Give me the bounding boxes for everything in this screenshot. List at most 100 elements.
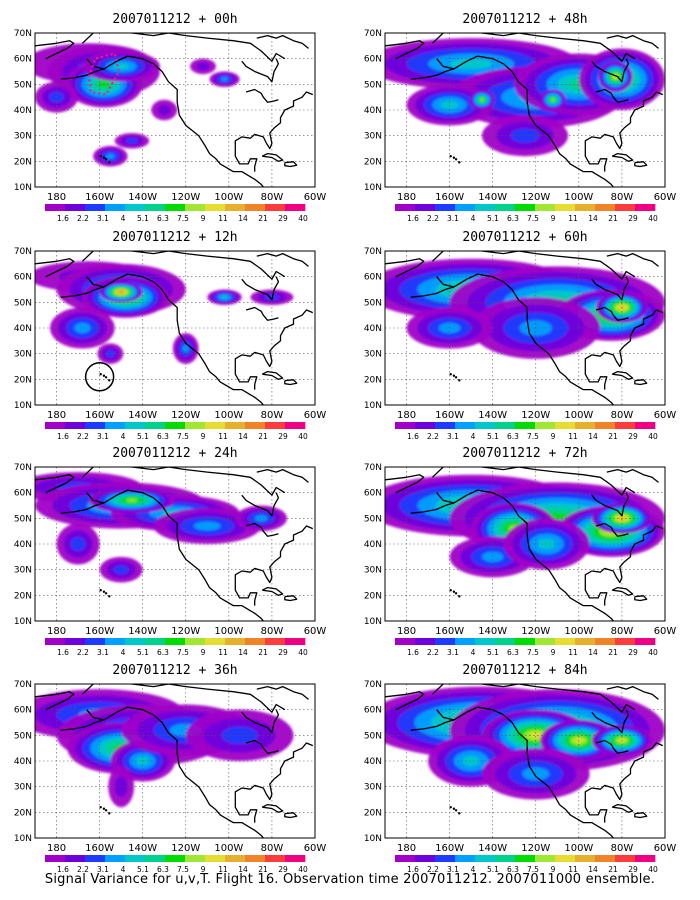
colorbar-swatch <box>245 204 266 211</box>
colorbar-swatch <box>395 638 416 645</box>
colorbar-label: 3.1 <box>97 214 109 223</box>
colorbar-swatch <box>455 855 476 862</box>
colorbar-label: 11 <box>568 648 578 657</box>
colorbar-swatch <box>435 422 456 429</box>
colorbar-label: 5.1 <box>137 648 149 657</box>
lon-tick-label: 100W <box>564 410 593 421</box>
lon-tick-label: 140W <box>478 843 507 854</box>
colorbar-label: 21 <box>608 214 618 223</box>
lat-tick-label: 20N <box>364 808 382 818</box>
lat-tick-label: 10N <box>14 834 32 844</box>
colorbar-label: 1.6 <box>407 432 419 441</box>
colorbar-swatch <box>615 422 636 429</box>
lon-tick-label: 120W <box>171 626 200 637</box>
lat-tick-label: 30N <box>364 783 382 793</box>
lon-tick-label: 180 <box>47 192 66 203</box>
lon-tick-label: 120W <box>521 843 550 854</box>
map-frame <box>384 32 666 188</box>
colorbar-label: 14 <box>238 432 248 441</box>
lon-tick-label: 60W <box>304 626 327 637</box>
lon-tick-label: 140W <box>128 626 157 637</box>
lat-tick-label: 70N <box>364 680 382 690</box>
colorbar: 1.6 2.2 3.1 4 5.1 6.3 7.5 9 11 14 21 29 40 <box>395 855 658 874</box>
lon-tick-label: 60W <box>304 410 327 421</box>
colorbar-label: 1.6 <box>407 865 419 874</box>
colorbar-label: 3.1 <box>447 432 459 441</box>
map-frame <box>34 683 316 839</box>
colorbar: 1.6 2.2 3.1 4 5.1 6.3 7.5 9 11 14 21 29 40 <box>45 855 308 874</box>
colorbar-label: 2.2 <box>77 865 89 874</box>
lat-tick-label: 40N <box>364 324 382 334</box>
colorbar-swatch <box>165 638 186 645</box>
colorbar-label: 40 <box>298 648 308 657</box>
colorbar: 1.6 2.2 3.1 4 5.1 6.3 7.5 9 11 14 21 29 40 <box>45 204 308 223</box>
coastlines <box>385 33 664 187</box>
lat-tick-label: 20N <box>14 808 32 818</box>
lon-tick-label: 160W <box>85 843 114 854</box>
variance-field <box>35 472 287 583</box>
colorbar-swatch <box>475 422 496 429</box>
colorbar-label: 3.1 <box>97 865 109 874</box>
colorbar-swatch <box>515 204 536 211</box>
map-frame <box>384 250 666 406</box>
colorbar-swatch <box>65 855 86 862</box>
colorbar-swatch <box>395 855 416 862</box>
colorbar-label: 29 <box>628 432 638 441</box>
colorbar: 1.6 2.2 3.1 4 5.1 6.3 7.5 9 11 14 21 29 40 <box>45 422 308 441</box>
colorbar: 1.6 2.2 3.1 4 5.1 6.3 7.5 9 11 14 21 29 40 <box>395 422 658 441</box>
colorbar-label: 40 <box>298 865 308 874</box>
map-frame <box>34 250 316 406</box>
lon-tick-label: 60W <box>304 192 327 203</box>
lon-tick-label: 100W <box>564 192 593 203</box>
map-frame <box>34 32 316 188</box>
lat-tick-label: 60N <box>14 55 32 65</box>
lat-tick-label: 60N <box>364 273 382 283</box>
grid-lines <box>385 467 665 621</box>
lat-tick-label: 30N <box>14 132 32 142</box>
colorbar-swatch <box>185 422 206 429</box>
coastlines <box>385 251 664 405</box>
map-frame <box>384 466 666 622</box>
colorbar-label: 5.1 <box>137 865 149 874</box>
lat-tick-label: 20N <box>364 375 382 385</box>
colorbar-swatch <box>265 422 286 429</box>
colorbar-swatch <box>245 638 266 645</box>
colorbar-label: 5.1 <box>487 865 499 874</box>
lat-tick-label: 20N <box>364 157 382 167</box>
colorbar-swatch <box>595 855 616 862</box>
colorbar-swatch <box>185 638 206 645</box>
colorbar: 1.6 2.2 3.1 4 5.1 6.3 7.5 9 11 14 21 29 40 <box>45 638 308 657</box>
lat-tick-label: 60N <box>364 489 382 499</box>
lon-tick-label: 60W <box>654 843 677 854</box>
colorbar-label: 6.3 <box>157 432 169 441</box>
lon-tick-label: 80W <box>611 192 634 203</box>
colorbar-label: 21 <box>608 648 618 657</box>
lat-tick-label: 10N <box>14 401 32 411</box>
lon-tick-label: 180 <box>397 626 416 637</box>
colorbar-label: 11 <box>218 214 228 223</box>
colorbar-label: 2.2 <box>427 648 439 657</box>
panel-title: 2007011212 + 60h <box>462 230 587 245</box>
colorbar-label: 21 <box>608 432 618 441</box>
colorbar-label: 5.1 <box>137 432 149 441</box>
colorbar-label: 9 <box>551 214 556 223</box>
lon-tick-label: 80W <box>611 843 634 854</box>
lon-tick-label: 160W <box>85 410 114 421</box>
colorbar-swatch <box>535 638 556 645</box>
colorbar-swatch <box>615 204 636 211</box>
lat-tick-label: 70N <box>364 247 382 257</box>
colorbar-label: 1.6 <box>57 432 69 441</box>
colorbar-swatch <box>165 855 186 862</box>
colorbar-swatch <box>595 204 616 211</box>
lat-tick-label: 50N <box>14 298 32 308</box>
grid-lines <box>385 251 665 405</box>
colorbar-swatch <box>85 855 106 862</box>
map-panel: 2007011212 + 24h 10N 20N 30N 40N 50N 60N 70N 180… <box>14 446 327 657</box>
map-panels: 2007011212 + 00h 10N 20N 30N 40N 50N 60N 70N 180… <box>14 12 677 874</box>
colorbar-label: 29 <box>278 865 288 874</box>
colorbar-swatch <box>285 422 306 429</box>
lat-tick-label: 60N <box>14 706 32 716</box>
lat-tick-label: 40N <box>14 324 32 334</box>
lat-tick-label: 70N <box>14 247 32 257</box>
